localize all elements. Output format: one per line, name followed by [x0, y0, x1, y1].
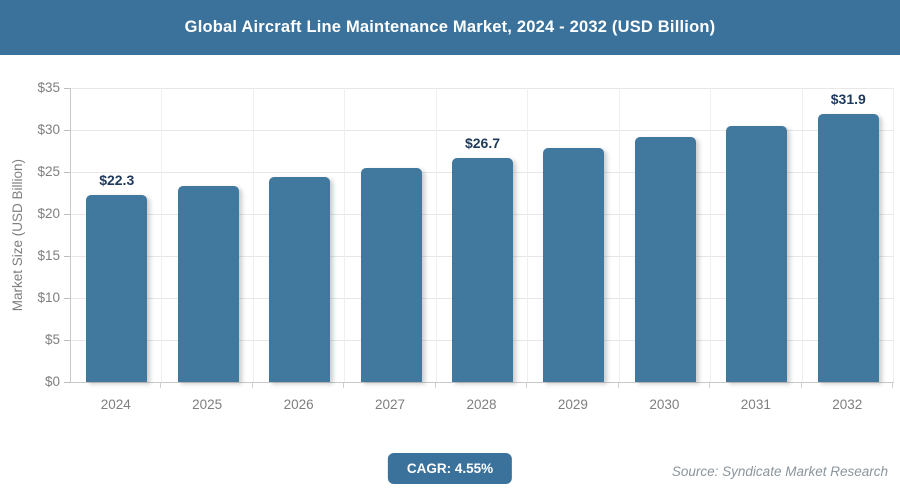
v-gridline	[252, 88, 254, 382]
plot-area: $22.3 $26.7 $31.9	[70, 88, 894, 383]
bar-value-label: $31.9	[830, 91, 866, 108]
bar-value-label: $26.7	[464, 134, 501, 151]
bar-2027	[360, 167, 422, 382]
y-axis-tick-label: $30	[37, 122, 60, 137]
bar-2031	[726, 125, 788, 382]
x-axis-tick-mark	[251, 382, 253, 388]
source-text: Source: Syndicate Market Research	[671, 464, 888, 479]
y-axis-tick-mark	[64, 130, 70, 131]
v-gridline	[618, 88, 620, 382]
y-axis-tick-label: $35	[37, 80, 60, 95]
y-axis-tick-label: $10	[37, 290, 60, 305]
header-bar: Global Aircraft Line Maintenance Market,…	[0, 0, 900, 55]
x-axis-label: 2024	[100, 397, 131, 412]
v-gridline	[344, 88, 346, 382]
y-axis-tick-label: $15	[37, 248, 60, 263]
h-gridline	[71, 88, 894, 89]
bar-2029	[543, 147, 605, 382]
v-gridline	[161, 88, 163, 382]
y-axis-tick-mark	[64, 214, 70, 215]
x-axis-label: 2027	[375, 397, 406, 412]
x-axis-tick-mark	[526, 382, 528, 388]
y-axis-tick-label: $5	[44, 332, 60, 347]
y-axis-tick-label: $20	[37, 206, 60, 221]
bar-2024	[86, 194, 148, 382]
x-axis-label: 2025	[192, 397, 223, 412]
bar-2026	[269, 177, 331, 382]
y-axis-tick-mark	[64, 298, 70, 299]
x-axis-label: 2029	[557, 397, 588, 412]
bar-2028	[452, 157, 513, 382]
y-axis-tick-label: $0	[44, 374, 60, 389]
page-title: Global Aircraft Line Maintenance Market,…	[184, 18, 716, 36]
x-axis-tick-mark	[434, 382, 436, 388]
bar-2025	[177, 186, 239, 382]
v-gridline	[435, 88, 437, 382]
x-axis-label: 2030	[649, 397, 680, 412]
x-axis-tick-mark	[800, 382, 802, 388]
v-gridline	[801, 88, 803, 382]
y-axis-tick-mark	[64, 382, 70, 383]
x-axis-tick-mark	[892, 382, 893, 388]
x-axis-tick-mark	[343, 382, 345, 388]
bar-2032	[817, 114, 879, 382]
x-axis-tick-mark	[617, 382, 619, 388]
cagr-badge: CAGR: 4.55%	[387, 453, 513, 484]
bar-2030	[634, 136, 696, 382]
v-gridline	[527, 88, 529, 382]
x-axis-tick-mark	[709, 382, 711, 388]
h-gridline	[71, 130, 894, 131]
v-gridline	[893, 88, 894, 382]
y-axis-tick-mark	[64, 88, 70, 89]
x-axis-tick-mark	[160, 382, 162, 388]
y-axis-tick-mark	[64, 340, 70, 341]
y-axis-tick-mark	[64, 256, 70, 257]
x-axis-label: 2031	[740, 397, 771, 412]
bar-value-label: $22.3	[99, 171, 135, 188]
x-axis-label: 2026	[283, 397, 314, 412]
v-gridline	[710, 88, 712, 382]
x-axis-label: 2032	[832, 397, 863, 412]
y-axis-tick-mark	[64, 172, 70, 173]
x-axis-label: 2028	[466, 397, 497, 412]
y-axis-tick-label: $25	[37, 164, 60, 179]
